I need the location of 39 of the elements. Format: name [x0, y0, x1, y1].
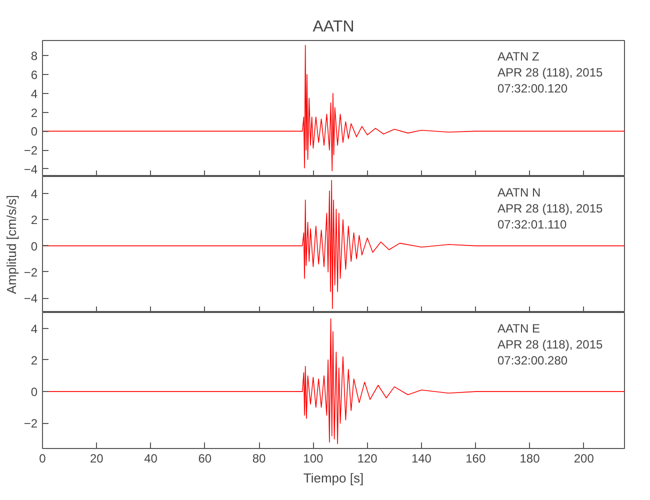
x-tick-label: 200 — [574, 452, 594, 466]
x-tick-label: 60 — [198, 452, 212, 466]
y-tick-label: 2 — [30, 213, 38, 228]
y-tick-label: −2 — [24, 265, 38, 280]
annotation: 07:32:00.280 — [498, 354, 568, 368]
y-tick-label: 0 — [30, 385, 38, 400]
y-tick-label: 4 — [30, 322, 38, 336]
x-tick-label: 40 — [144, 452, 158, 466]
x-axis-title: Tiempo [s] — [303, 470, 364, 486]
x-tick-label: 140 — [411, 452, 432, 466]
y-tick-label: −4 — [24, 162, 38, 176]
y-tick-label: 6 — [30, 68, 38, 82]
annotation: AATN N — [498, 186, 541, 200]
x-tick-label: 120 — [357, 452, 378, 466]
annotation: APR 28 (118), 2015 — [498, 202, 603, 216]
y-tick-label: −4 — [24, 292, 38, 306]
annotation: 07:32:01.110 — [498, 218, 567, 232]
y-tick-label: −2 — [24, 144, 38, 158]
y-tick-label: −2 — [24, 416, 38, 431]
y-tick-label: 4 — [30, 86, 38, 101]
x-tick-label: 100 — [303, 452, 324, 466]
y-tick-label: 2 — [30, 106, 38, 120]
x-tick-label: 0 — [39, 452, 46, 466]
chart-title: AATN — [312, 18, 354, 36]
x-tick-label: 20 — [90, 452, 104, 466]
y-tick-label: 2 — [30, 353, 38, 368]
y-tick-label: 0 — [30, 239, 38, 254]
x-tick-label: 180 — [520, 452, 540, 466]
annotation: 07:32:00.120 — [498, 82, 568, 96]
annotation: AATN Z — [498, 50, 540, 64]
annotation: AATN E — [498, 322, 540, 336]
y-tick-label: 4 — [30, 187, 38, 201]
annotation: APR 28 (118), 2015 — [498, 338, 603, 352]
y-tick-label: 8 — [30, 49, 38, 64]
x-tick-label: 80 — [252, 452, 266, 466]
y-tick-label: 0 — [30, 124, 38, 139]
y-axis-title: Amplitud [cm/s/s] — [4, 195, 19, 294]
annotation: APR 28 (118), 2015 — [498, 66, 603, 80]
x-tick-label: 160 — [466, 452, 486, 466]
